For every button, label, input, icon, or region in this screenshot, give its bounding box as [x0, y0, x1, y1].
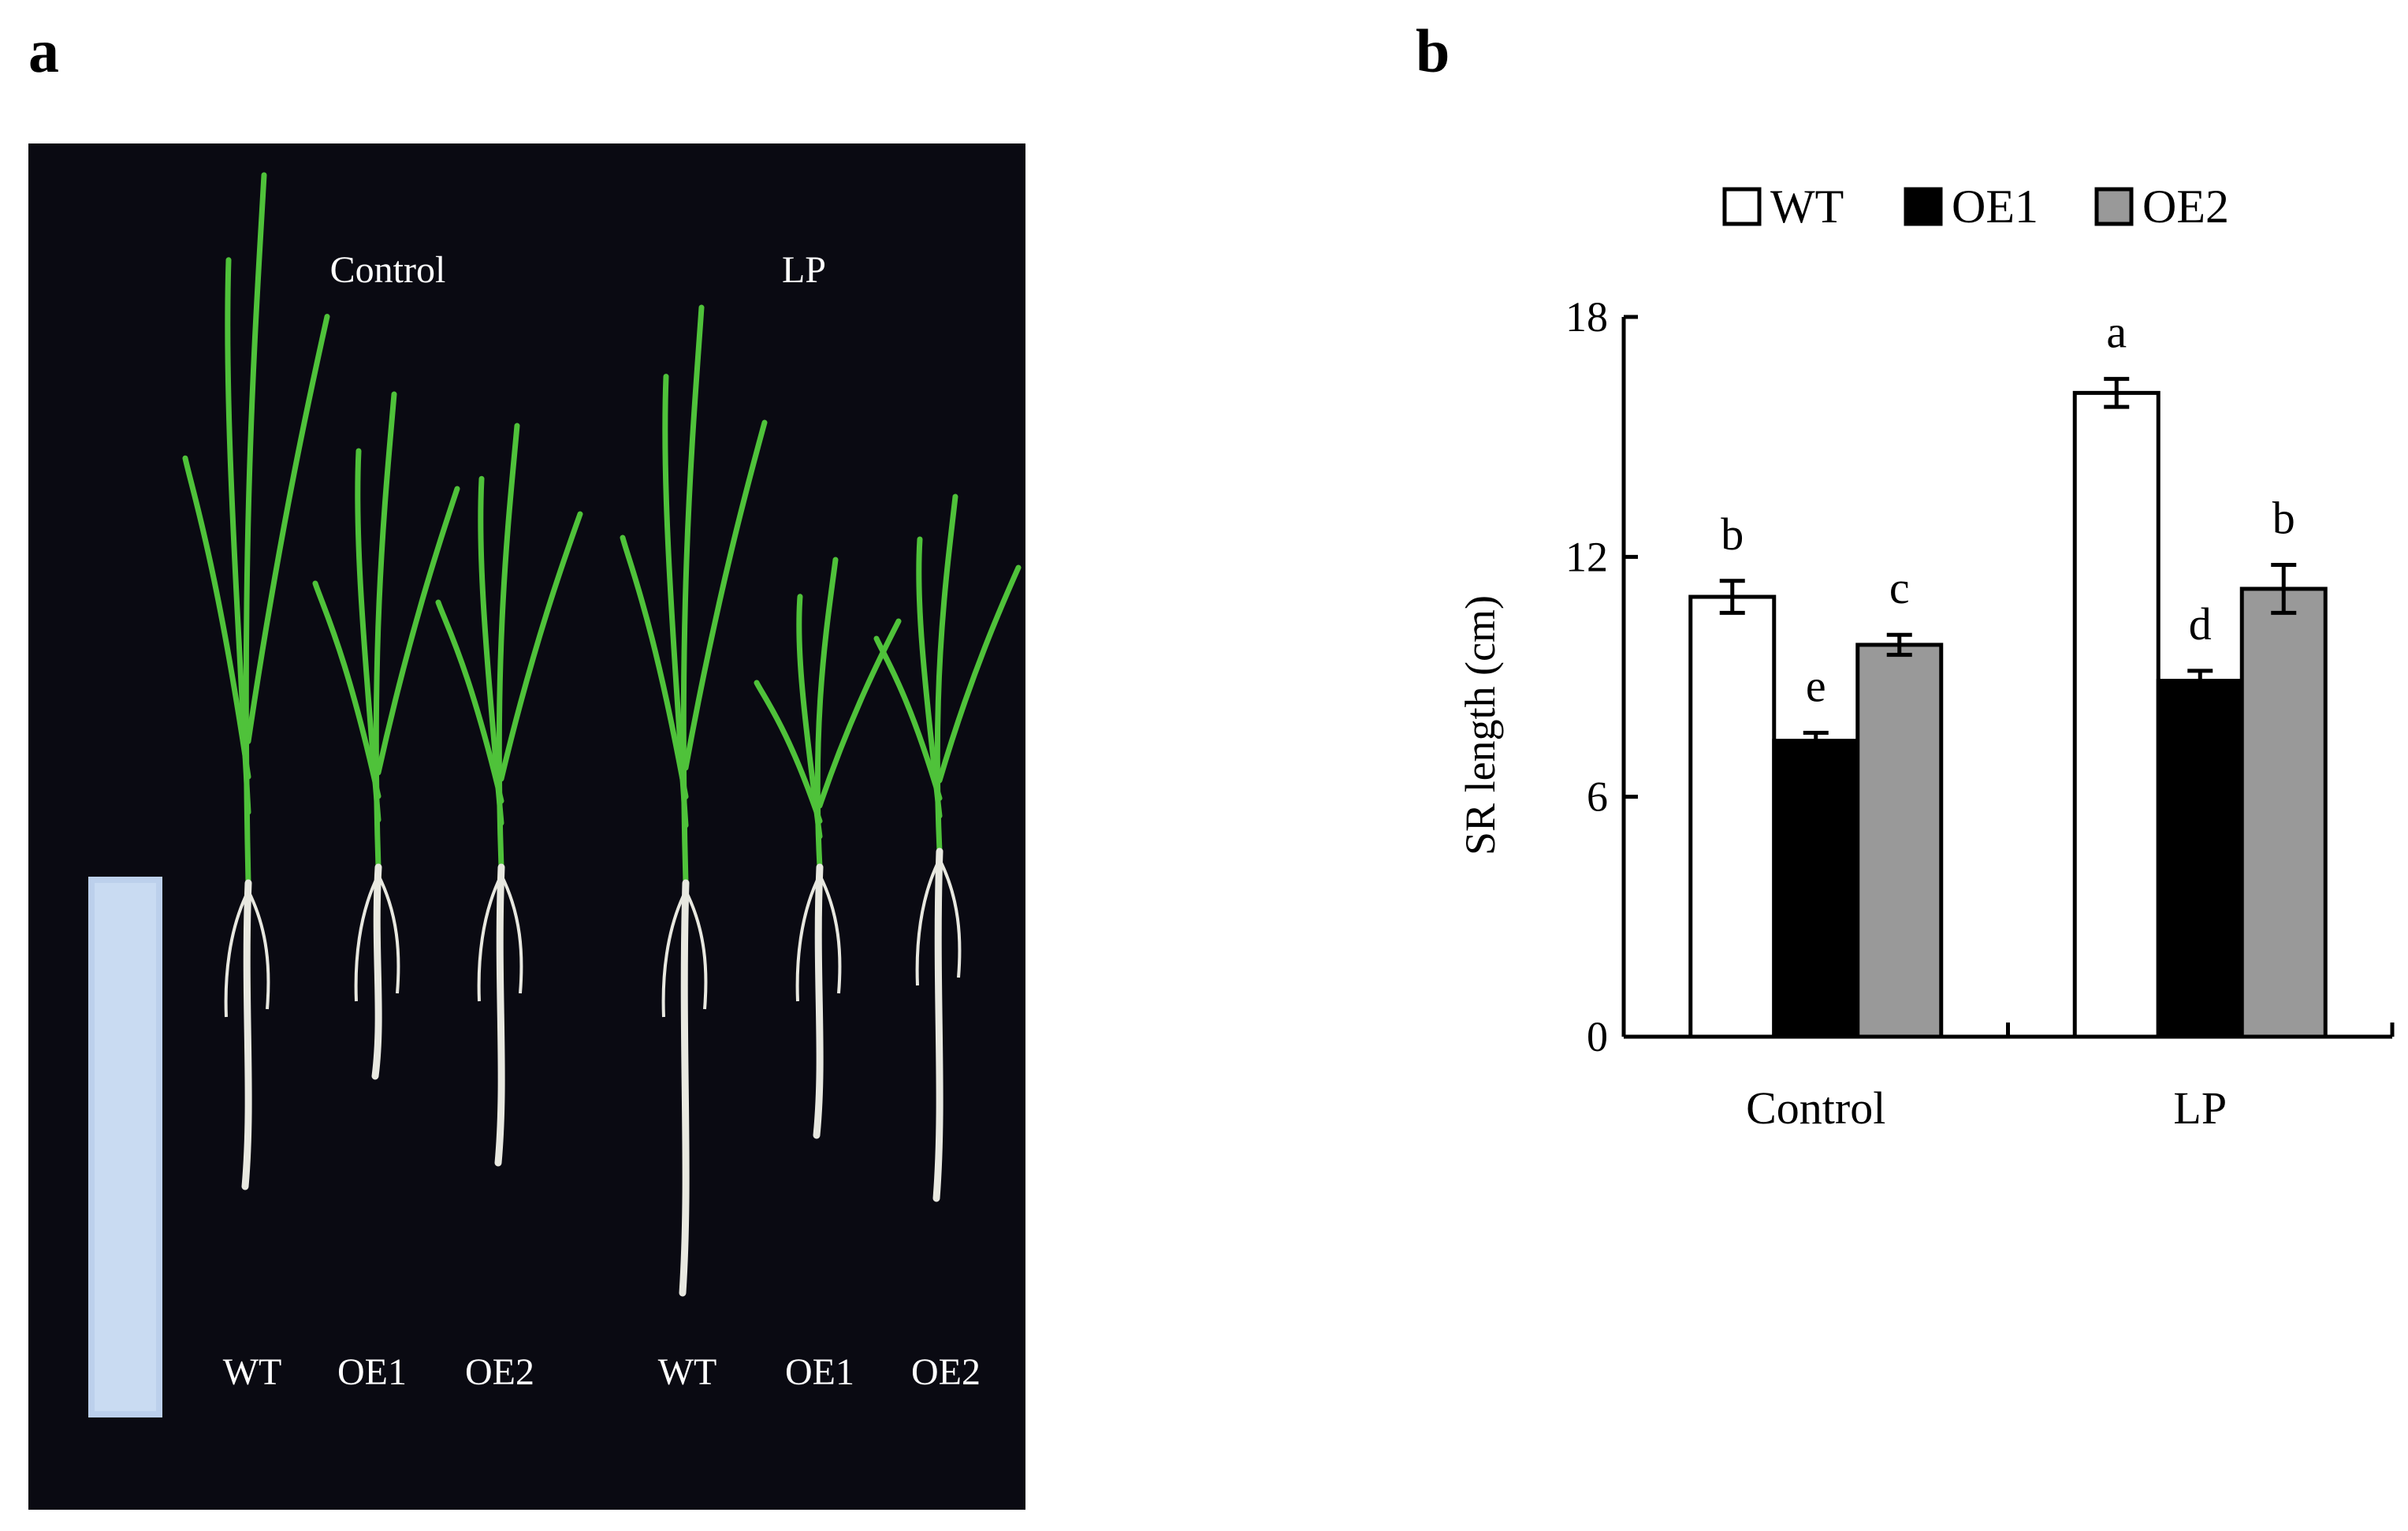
bar-oe2-lp	[2239, 587, 2328, 1039]
plant-3	[620, 304, 768, 1297]
panel-label-a: a	[28, 17, 59, 85]
root-lateral	[477, 874, 503, 1002]
leaf	[225, 257, 251, 815]
leaf	[355, 448, 381, 823]
group-label-control: Control	[330, 249, 446, 291]
root-lateral	[500, 874, 523, 994]
leaf	[245, 314, 330, 744]
significance-letter: d	[2189, 598, 2212, 650]
leaf	[916, 536, 943, 819]
plants-group	[182, 172, 1022, 1297]
plant-2	[435, 423, 583, 1167]
bar-wt-lp	[2072, 390, 2161, 1039]
plant-5	[873, 494, 1022, 1202]
legend-label-wt: WT	[1770, 181, 1844, 233]
legend-label-oe1: OE1	[1952, 181, 2038, 233]
root-lateral	[938, 859, 962, 978]
y-tick-label: 12	[1565, 533, 1608, 580]
root-lateral	[377, 874, 400, 994]
group-label-lp: LP	[782, 249, 826, 291]
y-axis-label: SR length (cm)	[1457, 595, 1504, 855]
panel-label-b: b	[1416, 17, 1450, 85]
root	[241, 879, 252, 1190]
significance-letter: c	[1889, 562, 1910, 613]
bar-oe1-lp	[2156, 679, 2244, 1039]
root-lateral	[224, 890, 250, 1018]
root-lateral	[684, 890, 708, 1010]
leaf	[620, 535, 689, 799]
y-tick-label: 6	[1587, 773, 1608, 821]
leaf	[683, 419, 768, 771]
x-tick-label: Control	[1746, 1082, 1885, 1134]
plant-label-control-oe2: OE2	[465, 1351, 534, 1393]
root-lateral	[818, 874, 842, 994]
leaf	[817, 618, 902, 809]
leaf	[478, 475, 504, 826]
plant-1	[312, 391, 460, 1080]
bar-oe2-control	[1855, 643, 1944, 1039]
plant-label-lp-oe1: OE1	[785, 1351, 854, 1393]
root	[371, 863, 382, 1080]
root-lateral	[795, 874, 821, 1002]
root-lateral	[354, 874, 380, 1002]
leaf	[498, 511, 583, 782]
legend: WT OE1 OE2	[1722, 181, 2229, 233]
root	[494, 863, 505, 1167]
leaf	[435, 599, 504, 804]
plant-label-lp-oe2: OE2	[911, 1351, 981, 1393]
significance-letter: b	[2272, 492, 2295, 543]
root	[813, 863, 824, 1139]
root	[679, 879, 690, 1297]
y-tick-label: 0	[1587, 1013, 1608, 1060]
significance-letter: b	[1721, 508, 1744, 560]
x-axis: Control LP	[1624, 1023, 2395, 1134]
leaf	[182, 455, 251, 780]
leaf	[796, 594, 823, 840]
leaf	[936, 564, 1022, 784]
legend-label-oe2: OE2	[2142, 181, 2229, 233]
bar-wt-control	[1688, 594, 1777, 1039]
legend-swatch-oe1	[1904, 187, 1943, 226]
root-lateral	[915, 859, 941, 986]
legend-swatch-oe2	[2094, 187, 2134, 226]
leaf	[754, 680, 823, 824]
root	[932, 847, 943, 1202]
significance-letter: e	[1806, 661, 1826, 712]
bars: b a e d c b	[1688, 307, 2328, 1039]
ruler-face	[95, 883, 156, 1411]
legend-swatch-wt	[1722, 187, 1762, 226]
significance-letter: a	[2106, 307, 2127, 358]
leaf	[873, 635, 943, 801]
photo-background	[28, 143, 1025, 1510]
x-tick-label: LP	[2173, 1082, 2227, 1134]
bar-oe1-control	[1772, 739, 1860, 1039]
y-axis: 0 6 12 18	[1565, 293, 1638, 1060]
plant-label-control-wt: WT	[223, 1351, 282, 1393]
leaf	[662, 374, 689, 829]
plant-4	[754, 557, 902, 1139]
y-tick-label: 18	[1565, 293, 1608, 341]
plant-label-control-oe1: OE1	[337, 1351, 407, 1393]
leaf	[312, 580, 381, 799]
plant-0	[182, 172, 330, 1190]
plant-label-lp-wt: WT	[658, 1351, 717, 1393]
root-lateral	[247, 890, 270, 1010]
leaf	[375, 486, 460, 776]
root-lateral	[661, 890, 687, 1018]
